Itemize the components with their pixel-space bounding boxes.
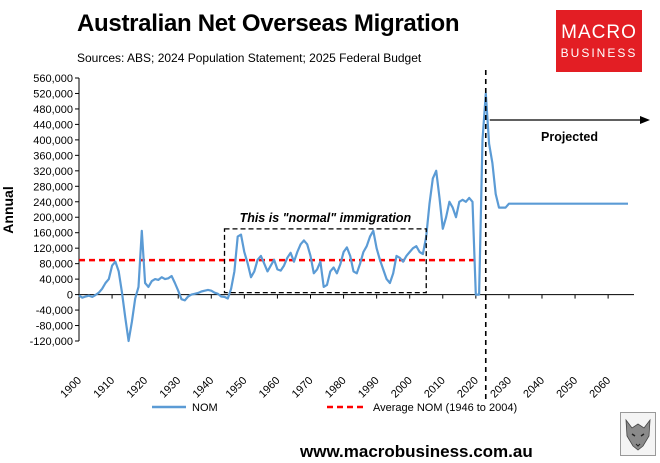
x-tick-labels: 1900 1910 1920 1930 1940 1950 1960 1970 1980 1990… — [58, 375, 613, 401]
normal-immigration-box — [223, 228, 427, 294]
projected-arrow-head — [640, 116, 650, 124]
x-tick-label: 2060 — [587, 375, 613, 401]
y-tick-label: 280,000 — [33, 181, 73, 193]
x-tick-label: 1930 — [158, 375, 184, 401]
legend-average-label: Average NOM (1946 to 2004) — [373, 402, 517, 414]
y-tick-label: 360,000 — [33, 150, 73, 162]
page-subtitle: Sources: ABS; 2024 Population Statement;… — [77, 51, 422, 65]
y-tick-label: 80,000 — [39, 259, 73, 271]
legend-nom-label: NOM — [192, 402, 218, 414]
chart-annotations: This is "normal" immigration Projected — [223, 70, 650, 400]
series-nom-line — [78, 92, 628, 343]
y-tick-label: 40,000 — [39, 274, 73, 286]
y-tick-label: 0 — [67, 290, 73, 302]
chart-legend: NOM Average NOM (1946 to 2004) — [152, 402, 517, 414]
y-tick-label: 480,000 — [33, 104, 73, 116]
x-tick-label: 1910 — [91, 375, 117, 401]
wolf-icon — [620, 412, 656, 456]
y-tick-label: 200,000 — [33, 212, 73, 224]
logo-line-1: MACRO — [561, 22, 637, 43]
chart-axes: Annual — [0, 77, 634, 342]
y-tick-label: -40,000 — [36, 305, 73, 317]
x-tick-label: 2050 — [554, 375, 580, 401]
x-tick-label: 2040 — [521, 375, 547, 401]
x-tick-label: 1970 — [290, 375, 316, 401]
x-tick-label: 1960 — [257, 375, 283, 401]
x-tick-label: 1980 — [323, 375, 349, 401]
y-tick-label: -80,000 — [36, 321, 73, 333]
projected-label: Projected — [541, 130, 598, 144]
y-tick-label: 120,000 — [33, 243, 73, 255]
chart-series — [78, 92, 628, 343]
y-tick-label: 320,000 — [33, 166, 73, 178]
y-tick-labels: -120,000 -80,000 -40,000 0 40,000 80,000 120,0… — [30, 73, 73, 348]
x-tick-label: 2020 — [455, 375, 481, 401]
website-link[interactable]: www.macrobusiness.com.au — [300, 442, 533, 461]
logo-line-2: BUSINESS — [560, 46, 638, 60]
normal-immigration-label: This is "normal" immigration — [240, 211, 412, 225]
y-axis-title: Annual — [0, 186, 16, 233]
x-tick-label: 1950 — [224, 375, 250, 401]
x-tick-label: 1920 — [124, 375, 150, 401]
y-tick-label: -120,000 — [30, 336, 73, 348]
page-title: Australian Net Overseas Migration — [77, 10, 460, 37]
y-tick-label: 520,000 — [33, 88, 73, 100]
x-tick-label: 2010 — [422, 375, 448, 401]
y-tick-label: 400,000 — [33, 135, 73, 147]
y-tick-label: 560,000 — [33, 73, 73, 85]
x-tick-label: 2000 — [389, 375, 415, 401]
x-tick-label: 1990 — [356, 375, 382, 401]
x-tick-label: 1940 — [191, 375, 217, 401]
x-tick-label: 2030 — [488, 375, 514, 401]
x-tick-label: 1900 — [58, 375, 84, 401]
macro-business-logo: MACRO BUSINESS — [556, 10, 642, 72]
y-tick-label: 160,000 — [33, 228, 73, 240]
y-tick-label: 440,000 — [33, 119, 73, 131]
y-tick-label: 240,000 — [33, 197, 73, 209]
